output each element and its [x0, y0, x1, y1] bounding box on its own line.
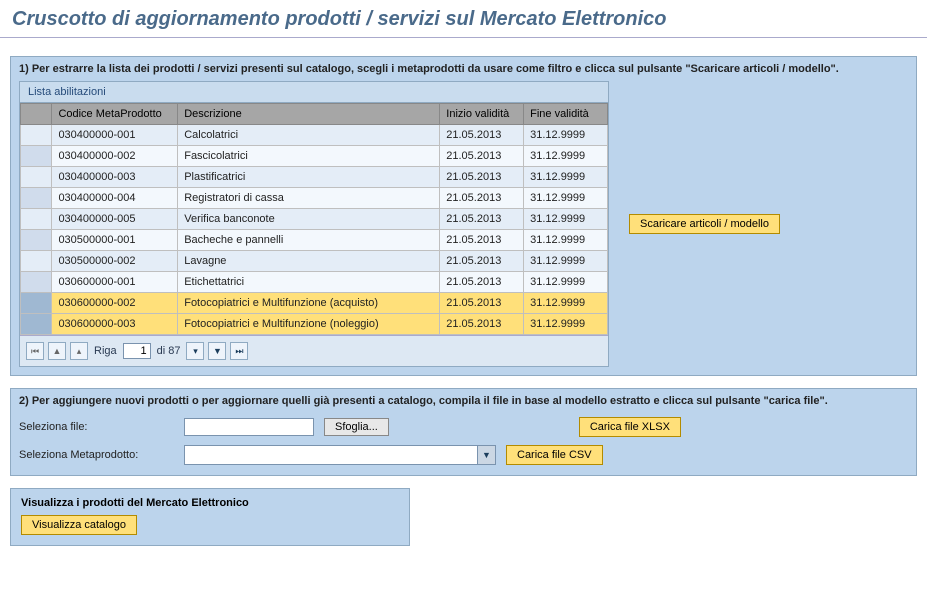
cell-desc: Fascicolatrici — [178, 146, 440, 167]
metaproduct-table: Codice MetaProdotto Descrizione Inizio v… — [20, 103, 608, 335]
upload-xlsx-button[interactable]: Carica file XLSX — [579, 417, 681, 437]
cell-code: 030600000-002 — [52, 293, 178, 314]
cell-start: 21.05.2013 — [440, 230, 524, 251]
cell-start: 21.05.2013 — [440, 314, 524, 335]
cell-code: 030400000-002 — [52, 146, 178, 167]
cell-desc: Registratori di cassa — [178, 188, 440, 209]
extract-panel: 1) Per estrarre la lista dei prodotti / … — [10, 56, 917, 376]
table-row[interactable]: 030600000-003Fotocopiatrici e Multifunzi… — [21, 314, 608, 335]
pager: ⏮ ▲ ▴ Riga di 87 ▾ ▼ ⏭ — [20, 335, 608, 366]
extract-heading: 1) Per estrarre la lista dei prodotti / … — [11, 57, 916, 81]
row-selector-cell[interactable] — [21, 146, 52, 167]
file-input[interactable] — [184, 418, 314, 436]
cell-end: 31.12.9999 — [524, 125, 608, 146]
view-title: Visualizza i prodotti del Mercato Elettr… — [11, 489, 409, 515]
cell-code: 030400000-001 — [52, 125, 178, 146]
cell-desc: Calcolatrici — [178, 125, 440, 146]
cell-code: 030600000-003 — [52, 314, 178, 335]
upload-heading: 2) Per aggiungere nuovi prodotti o per a… — [11, 389, 916, 413]
page-title: Cruscotto di aggiornamento prodotti / se… — [0, 0, 927, 38]
cell-end: 31.12.9999 — [524, 167, 608, 188]
table-row[interactable]: 030400000-001Calcolatrici21.05.201331.12… — [21, 125, 608, 146]
table-row[interactable]: 030500000-001Bacheche e pannelli21.05.20… — [21, 230, 608, 251]
cell-end: 31.12.9999 — [524, 230, 608, 251]
row-selector-cell[interactable] — [21, 188, 52, 209]
cell-end: 31.12.9999 — [524, 188, 608, 209]
pager-prev-page-icon: ▲ — [48, 342, 66, 360]
cell-start: 21.05.2013 — [440, 293, 524, 314]
grid-container: Lista abilitazioni Codice MetaProdotto D… — [19, 81, 609, 367]
row-selector-cell[interactable] — [21, 167, 52, 188]
cell-start: 21.05.2013 — [440, 125, 524, 146]
upload-csv-button[interactable]: Carica file CSV — [506, 445, 603, 465]
col-desc: Descrizione — [178, 104, 440, 125]
pager-next-icon[interactable]: ▾ — [186, 342, 204, 360]
pager-prev-icon: ▴ — [70, 342, 88, 360]
cell-end: 31.12.9999 — [524, 251, 608, 272]
cell-start: 21.05.2013 — [440, 188, 524, 209]
cell-end: 31.12.9999 — [524, 209, 608, 230]
cell-end: 31.12.9999 — [524, 146, 608, 167]
cell-start: 21.05.2013 — [440, 209, 524, 230]
table-row[interactable]: 030500000-002Lavagne21.05.201331.12.9999 — [21, 251, 608, 272]
grid-caption: Lista abilitazioni — [20, 82, 608, 103]
pager-first-icon: ⏮ — [26, 342, 44, 360]
pager-row-label: Riga — [92, 345, 119, 357]
table-row[interactable]: 030400000-002Fascicolatrici21.05.201331.… — [21, 146, 608, 167]
cell-desc: Lavagne — [178, 251, 440, 272]
download-articles-button[interactable]: Scaricare articoli / modello — [629, 214, 780, 234]
cell-code: 030600000-001 — [52, 272, 178, 293]
table-row[interactable]: 030600000-001Etichettatrici21.05.201331.… — [21, 272, 608, 293]
row-selector-cell[interactable] — [21, 125, 52, 146]
col-end: Fine validità — [524, 104, 608, 125]
cell-code: 030400000-005 — [52, 209, 178, 230]
file-label: Seleziona file: — [19, 421, 174, 433]
col-selector — [21, 104, 52, 125]
cell-code: 030500000-002 — [52, 251, 178, 272]
cell-desc: Fotocopiatrici e Multifunzione (noleggio… — [178, 314, 440, 335]
cell-end: 31.12.9999 — [524, 293, 608, 314]
col-start: Inizio validità — [440, 104, 524, 125]
col-code: Codice MetaProdotto — [52, 104, 178, 125]
cell-desc: Etichettatrici — [178, 272, 440, 293]
pager-of-label: di 87 — [155, 345, 183, 357]
cell-desc: Fotocopiatrici e Multifunzione (acquisto… — [178, 293, 440, 314]
table-row[interactable]: 030600000-002Fotocopiatrici e Multifunzi… — [21, 293, 608, 314]
cell-start: 21.05.2013 — [440, 167, 524, 188]
cell-end: 31.12.9999 — [524, 314, 608, 335]
row-selector-cell[interactable] — [21, 230, 52, 251]
cell-desc: Verifica banconote — [178, 209, 440, 230]
cell-code: 030400000-003 — [52, 167, 178, 188]
upload-panel: 2) Per aggiungere nuovi prodotti o per a… — [10, 388, 917, 476]
row-selector-cell[interactable] — [21, 293, 52, 314]
chevron-down-icon[interactable]: ▼ — [477, 446, 495, 464]
pager-next-page-icon[interactable]: ▼ — [208, 342, 226, 360]
row-selector-cell[interactable] — [21, 272, 52, 293]
cell-desc: Bacheche e pannelli — [178, 230, 440, 251]
row-selector-cell[interactable] — [21, 251, 52, 272]
cell-start: 21.05.2013 — [440, 146, 524, 167]
cell-start: 21.05.2013 — [440, 251, 524, 272]
view-catalog-button[interactable]: Visualizza catalogo — [21, 515, 137, 535]
table-row[interactable]: 030400000-005Verifica banconote21.05.201… — [21, 209, 608, 230]
view-panel: Visualizza i prodotti del Mercato Elettr… — [10, 488, 410, 546]
pager-row-input[interactable] — [123, 343, 151, 359]
row-selector-cell[interactable] — [21, 209, 52, 230]
table-row[interactable]: 030400000-003Plastificatrici21.05.201331… — [21, 167, 608, 188]
cell-end: 31.12.9999 — [524, 272, 608, 293]
metaproduct-select[interactable]: ▼ — [184, 445, 496, 465]
browse-button[interactable]: Sfoglia... — [324, 418, 389, 436]
metaproduct-label: Seleziona Metaprodotto: — [19, 449, 174, 461]
pager-last-icon[interactable]: ⏭ — [230, 342, 248, 360]
cell-code: 030400000-004 — [52, 188, 178, 209]
cell-start: 21.05.2013 — [440, 272, 524, 293]
row-selector-cell[interactable] — [21, 314, 52, 335]
cell-desc: Plastificatrici — [178, 167, 440, 188]
cell-code: 030500000-001 — [52, 230, 178, 251]
table-row[interactable]: 030400000-004Registratori di cassa21.05.… — [21, 188, 608, 209]
